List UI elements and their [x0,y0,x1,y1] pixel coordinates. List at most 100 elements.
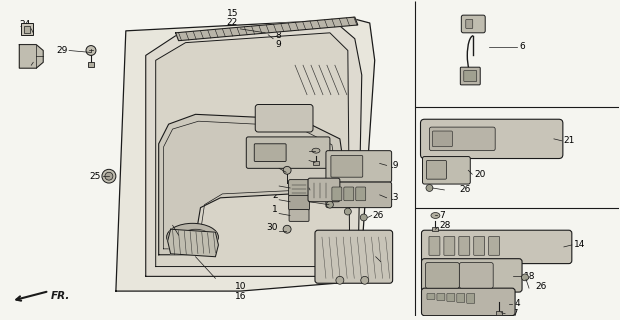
Text: 24: 24 [19,20,30,29]
FancyBboxPatch shape [288,195,309,210]
Text: 28: 28 [440,221,451,230]
FancyBboxPatch shape [420,119,563,158]
Text: 10: 10 [234,282,246,291]
Bar [313,162,319,165]
Circle shape [336,276,344,284]
Bar [432,227,438,231]
Circle shape [361,276,369,284]
Circle shape [102,169,116,183]
FancyBboxPatch shape [432,131,453,147]
FancyBboxPatch shape [331,156,363,177]
Polygon shape [146,26,361,276]
Polygon shape [19,44,43,68]
FancyBboxPatch shape [444,236,455,255]
Circle shape [283,166,291,174]
Text: 15: 15 [226,9,238,18]
FancyBboxPatch shape [255,105,313,132]
FancyBboxPatch shape [466,20,473,28]
Text: 26: 26 [373,211,384,220]
Circle shape [105,172,113,180]
FancyBboxPatch shape [422,156,471,184]
Text: 13: 13 [388,193,399,202]
FancyBboxPatch shape [427,161,446,179]
FancyBboxPatch shape [326,151,392,182]
FancyBboxPatch shape [246,137,330,168]
Ellipse shape [312,148,320,153]
FancyBboxPatch shape [447,293,455,301]
Circle shape [360,214,367,221]
Text: 7: 7 [440,211,445,220]
Text: FR.: FR. [51,291,71,301]
Polygon shape [116,19,374,291]
FancyBboxPatch shape [460,67,481,85]
FancyBboxPatch shape [464,71,477,81]
Bar [88,62,94,67]
Circle shape [426,185,433,191]
Text: 12: 12 [19,61,30,70]
Circle shape [521,274,528,281]
Text: 30: 30 [267,223,278,232]
Text: 7: 7 [303,144,308,153]
FancyBboxPatch shape [459,263,493,288]
Text: 25: 25 [89,172,101,181]
Circle shape [344,208,352,215]
Text: 29: 29 [56,46,68,55]
FancyBboxPatch shape [308,178,340,202]
Polygon shape [159,114,345,255]
Circle shape [283,225,291,233]
Polygon shape [167,229,218,257]
Polygon shape [175,17,358,41]
FancyBboxPatch shape [315,230,392,283]
FancyBboxPatch shape [437,293,445,300]
Text: 5: 5 [303,181,308,190]
Bar [21,23,33,35]
Text: 9: 9 [275,40,281,49]
FancyBboxPatch shape [422,259,522,292]
Circle shape [86,45,96,55]
FancyBboxPatch shape [489,236,500,255]
FancyBboxPatch shape [461,15,485,33]
FancyBboxPatch shape [457,293,465,302]
Text: 3: 3 [272,179,278,188]
Ellipse shape [167,223,218,251]
Ellipse shape [180,229,210,245]
FancyBboxPatch shape [344,187,354,201]
FancyBboxPatch shape [326,182,392,208]
FancyBboxPatch shape [467,293,475,303]
Text: 18: 18 [524,272,536,281]
Text: 28: 28 [296,154,308,163]
Text: 27: 27 [507,309,518,318]
FancyBboxPatch shape [356,187,366,201]
Text: 14: 14 [574,240,585,250]
Text: 23: 23 [159,215,170,224]
FancyBboxPatch shape [288,180,309,196]
FancyBboxPatch shape [429,236,440,255]
Text: 30: 30 [267,156,278,165]
Text: 1: 1 [272,205,278,214]
Text: 22: 22 [227,19,238,28]
FancyBboxPatch shape [332,187,342,201]
Ellipse shape [431,212,440,219]
FancyBboxPatch shape [427,293,435,300]
Text: 11: 11 [382,252,393,261]
FancyBboxPatch shape [254,144,286,162]
Text: 6: 6 [519,42,525,51]
FancyBboxPatch shape [422,288,515,316]
Text: 4: 4 [514,300,520,308]
Text: 26: 26 [459,186,471,195]
Text: 8: 8 [275,31,281,40]
FancyBboxPatch shape [474,236,485,255]
Text: 17: 17 [382,262,393,271]
Bar [24,26,30,33]
Text: 26: 26 [296,193,308,202]
Circle shape [326,201,334,208]
FancyBboxPatch shape [422,230,572,264]
Text: 21: 21 [564,136,575,145]
Text: 20: 20 [474,170,485,179]
FancyBboxPatch shape [459,236,470,255]
FancyBboxPatch shape [289,210,309,221]
Text: 26: 26 [535,282,546,291]
Text: 19: 19 [388,161,399,170]
FancyBboxPatch shape [425,263,459,288]
FancyBboxPatch shape [430,127,495,151]
